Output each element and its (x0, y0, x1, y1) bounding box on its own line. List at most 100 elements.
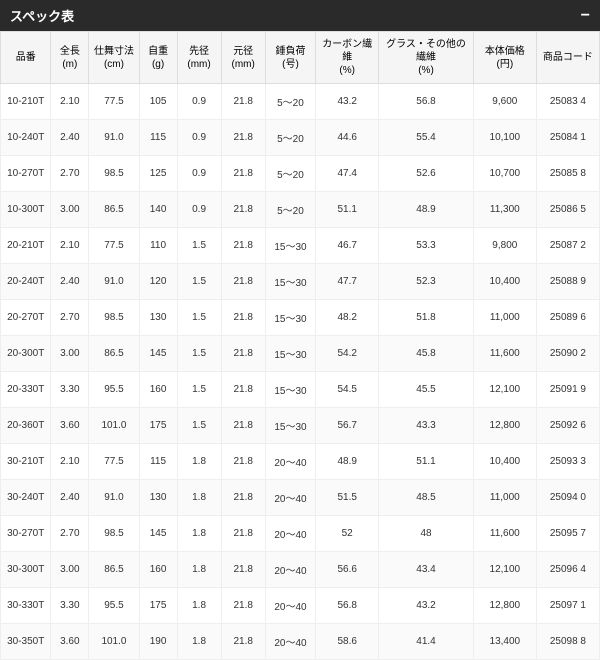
cell: 77.5 (89, 444, 139, 480)
cell: 30-300T (1, 552, 51, 588)
cell: 56.8 (316, 588, 379, 624)
cell: 15～30 (265, 408, 315, 444)
cell: 30-270T (1, 516, 51, 552)
cell: 0.9 (177, 156, 221, 192)
cell: 21.8 (221, 120, 265, 156)
cell: 1.5 (177, 408, 221, 444)
cell: 25093 3 (536, 444, 599, 480)
cell: 48.5 (379, 480, 474, 516)
col-header: 自重(g) (139, 32, 177, 84)
table-row: 20-270T2.7098.51301.521.815～3048.251.811… (1, 300, 600, 336)
cell: 21.8 (221, 444, 265, 480)
spec-header[interactable]: スペック表 − (0, 0, 600, 31)
cell: 145 (139, 336, 177, 372)
cell: 20-210T (1, 228, 51, 264)
cell: 1.8 (177, 624, 221, 660)
cell: 91.0 (89, 480, 139, 516)
cell: 10-240T (1, 120, 51, 156)
cell: 91.0 (89, 264, 139, 300)
cell: 11,000 (473, 300, 536, 336)
cell: 10-210T (1, 84, 51, 120)
cell: 55.4 (379, 120, 474, 156)
cell: 21.8 (221, 156, 265, 192)
cell: 20～40 (265, 552, 315, 588)
cell: 58.6 (316, 624, 379, 660)
cell: 98.5 (89, 516, 139, 552)
cell: 120 (139, 264, 177, 300)
cell: 25094 0 (536, 480, 599, 516)
cell: 21.8 (221, 408, 265, 444)
cell: 20～40 (265, 588, 315, 624)
cell: 21.8 (221, 84, 265, 120)
cell: 11,600 (473, 336, 536, 372)
col-header: 仕舞寸法(cm) (89, 32, 139, 84)
cell: 12,100 (473, 552, 536, 588)
cell: 130 (139, 300, 177, 336)
cell: 2.70 (51, 156, 89, 192)
cell: 98.5 (89, 156, 139, 192)
cell: 3.30 (51, 372, 89, 408)
cell: 21.8 (221, 192, 265, 228)
table-row: 20-300T3.0086.51451.521.815～3054.245.811… (1, 336, 600, 372)
cell: 115 (139, 444, 177, 480)
cell: 95.5 (89, 588, 139, 624)
cell: 53.3 (379, 228, 474, 264)
cell: 10-300T (1, 192, 51, 228)
cell: 25095 7 (536, 516, 599, 552)
cell: 51.1 (316, 192, 379, 228)
cell: 11,600 (473, 516, 536, 552)
cell: 45.8 (379, 336, 474, 372)
cell: 3.00 (51, 192, 89, 228)
table-body: 10-210T2.1077.51050.921.85～2043.256.89,6… (1, 84, 600, 660)
table-row: 10-210T2.1077.51050.921.85～2043.256.89,6… (1, 84, 600, 120)
cell: 47.4 (316, 156, 379, 192)
table-row: 30-210T2.1077.51151.821.820～4048.951.110… (1, 444, 600, 480)
table-header-row: 品番全長(m)仕舞寸法(cm)自重(g)先径(mm)元径(mm)錘負荷(号)カー… (1, 32, 600, 84)
cell: 1.5 (177, 264, 221, 300)
cell: 25092 6 (536, 408, 599, 444)
cell: 12,800 (473, 408, 536, 444)
cell: 12,100 (473, 372, 536, 408)
cell: 30-240T (1, 480, 51, 516)
col-header: 商品コード (536, 32, 599, 84)
cell: 115 (139, 120, 177, 156)
cell: 110 (139, 228, 177, 264)
cell: 20-300T (1, 336, 51, 372)
cell: 15～30 (265, 228, 315, 264)
cell: 21.8 (221, 552, 265, 588)
cell: 25086 5 (536, 192, 599, 228)
cell: 86.5 (89, 552, 139, 588)
table-row: 30-270T2.7098.51451.821.820～40524811,600… (1, 516, 600, 552)
col-header: カーボン繊維(%) (316, 32, 379, 84)
cell: 10,400 (473, 264, 536, 300)
cell: 44.6 (316, 120, 379, 156)
cell: 25097 1 (536, 588, 599, 624)
cell: 47.7 (316, 264, 379, 300)
collapse-icon[interactable]: − (581, 7, 590, 25)
cell: 41.4 (379, 624, 474, 660)
cell: 54.5 (316, 372, 379, 408)
cell: 43.2 (379, 588, 474, 624)
cell: 13,400 (473, 624, 536, 660)
cell: 12,800 (473, 588, 536, 624)
cell: 46.7 (316, 228, 379, 264)
spec-title: スペック表 (10, 6, 74, 25)
cell: 20～40 (265, 444, 315, 480)
col-header: 全長(m) (51, 32, 89, 84)
cell: 3.00 (51, 336, 89, 372)
cell: 15～30 (265, 336, 315, 372)
cell: 190 (139, 624, 177, 660)
cell: 2.70 (51, 300, 89, 336)
col-header: グラス・その他の繊維(%) (379, 32, 474, 84)
cell: 30-210T (1, 444, 51, 480)
cell: 25087 2 (536, 228, 599, 264)
cell: 1.8 (177, 552, 221, 588)
cell: 91.0 (89, 120, 139, 156)
cell: 86.5 (89, 336, 139, 372)
table-row: 20-330T3.3095.51601.521.815～3054.545.512… (1, 372, 600, 408)
cell: 3.00 (51, 552, 89, 588)
cell: 2.40 (51, 480, 89, 516)
cell: 20-270T (1, 300, 51, 336)
cell: 101.0 (89, 624, 139, 660)
cell: 51.5 (316, 480, 379, 516)
